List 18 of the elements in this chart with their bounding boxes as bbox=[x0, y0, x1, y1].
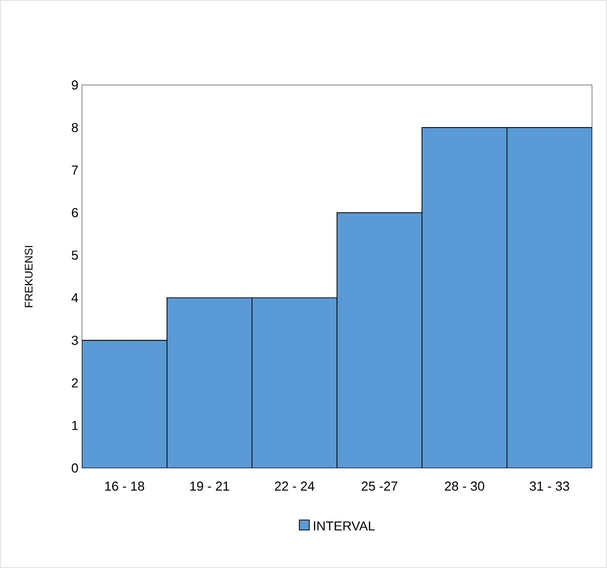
y-axis-title: FREKUENSI bbox=[24, 246, 33, 308]
x-tick-label: 28 - 30 bbox=[444, 482, 484, 491]
x-tick-label: 22 - 24 bbox=[274, 482, 314, 491]
y-tick-label: 8 bbox=[72, 122, 78, 132]
text: INTERVAL bbox=[314, 521, 375, 530]
x-tick-label: 19 - 21 bbox=[190, 482, 230, 491]
y-tick-label: 9 bbox=[72, 80, 78, 90]
y-tick-label: 7 bbox=[72, 166, 78, 175]
x-tick-label: 25 -27 bbox=[362, 482, 398, 491]
y-tick-label: 2 bbox=[72, 378, 78, 388]
y-tick-label: 5 bbox=[72, 250, 78, 260]
y-tick-label: 6 bbox=[72, 208, 78, 218]
y-tick-label: 3 bbox=[72, 336, 78, 345]
y-tick-label: 0 bbox=[72, 463, 78, 473]
x-tick-label: 16 - 18 bbox=[105, 482, 144, 491]
x-tick-label: 31 - 33 bbox=[530, 482, 570, 491]
y-tick-label: 1 bbox=[72, 420, 78, 430]
y-tick-label: 4 bbox=[72, 293, 78, 302]
